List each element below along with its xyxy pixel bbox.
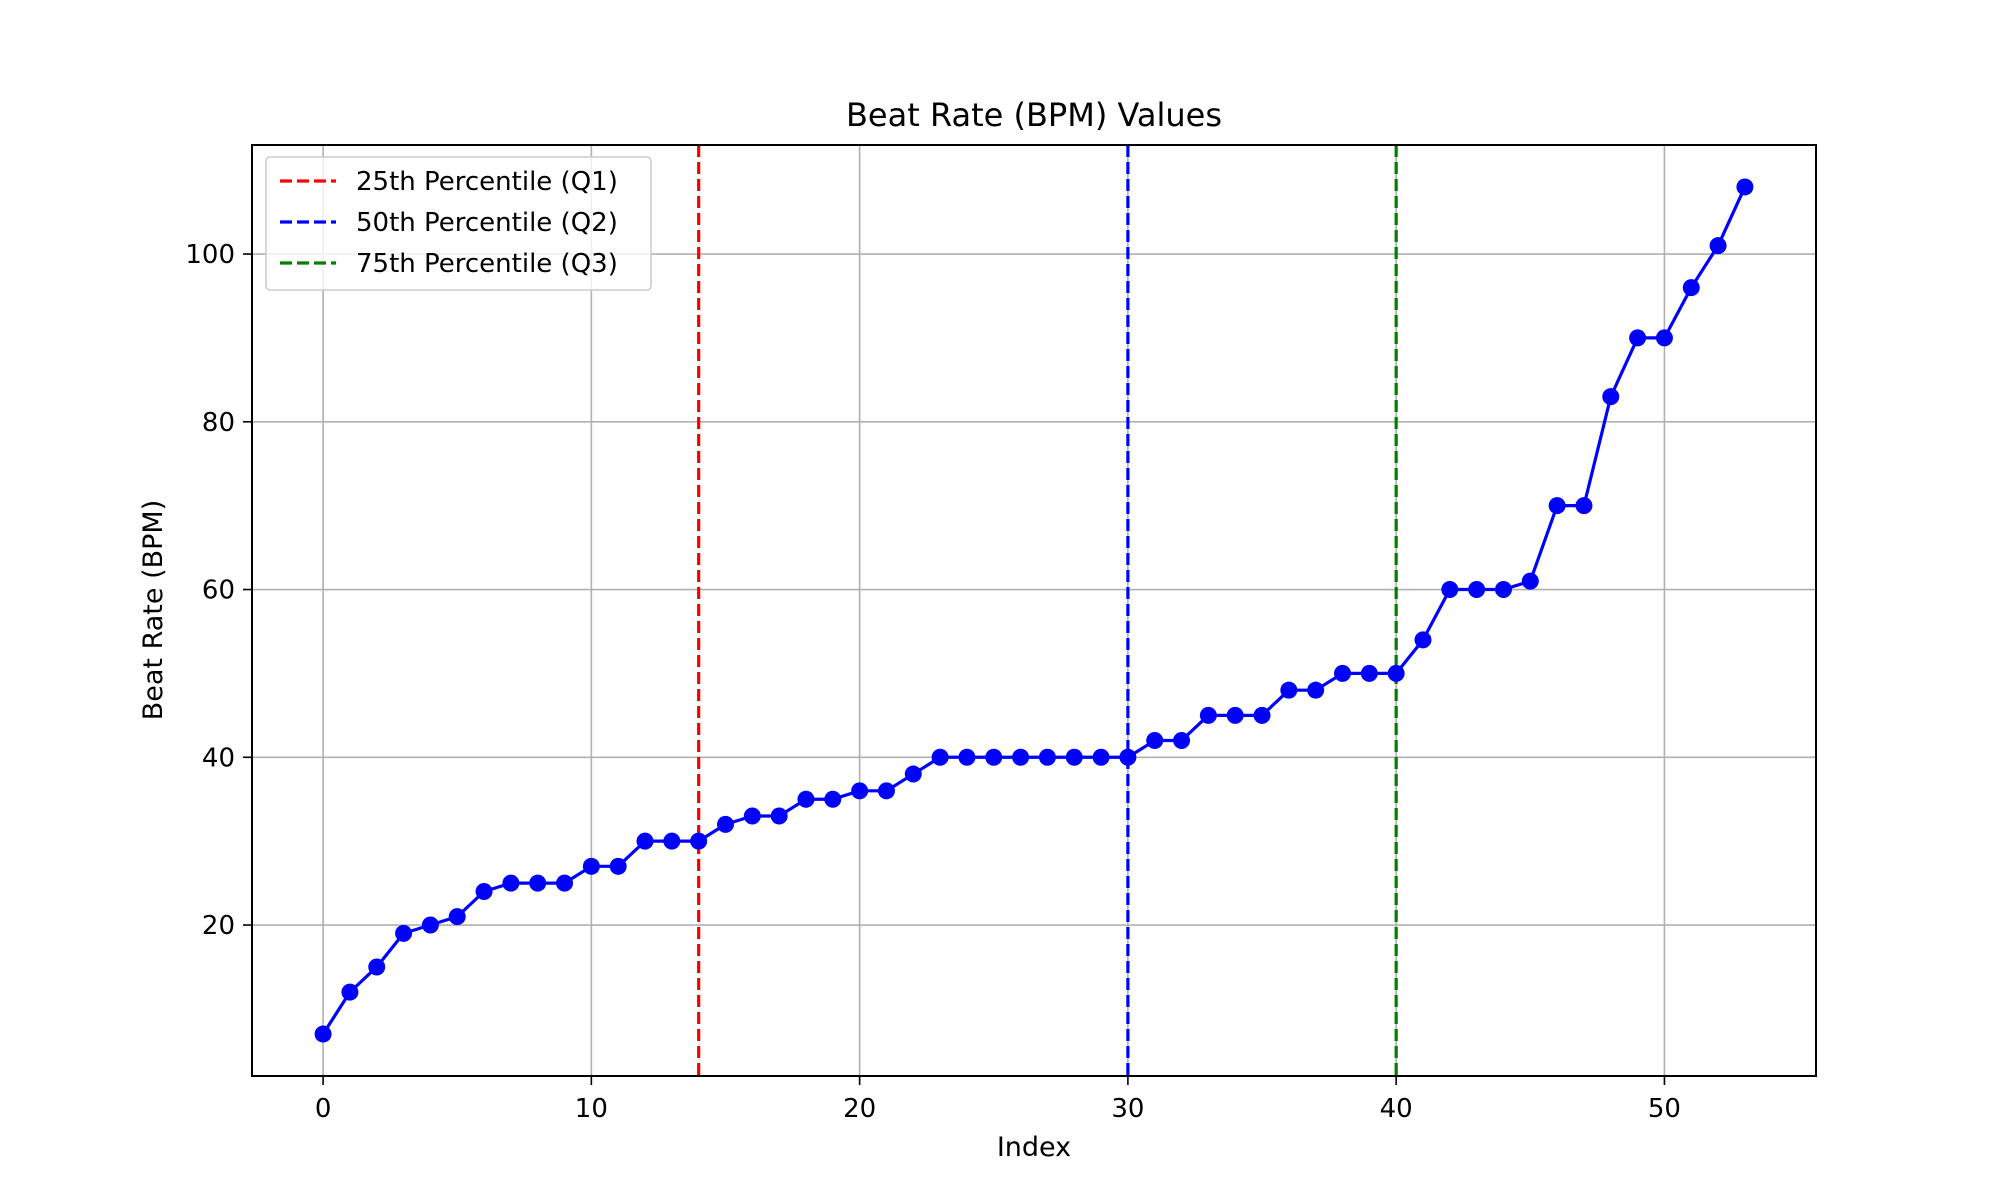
data-point <box>1065 748 1083 766</box>
data-point <box>1575 497 1593 515</box>
data-point <box>1521 572 1539 590</box>
data-point <box>1334 664 1352 682</box>
data-point <box>1226 706 1244 724</box>
data-point <box>1012 748 1030 766</box>
data-point <box>958 748 976 766</box>
data-point <box>1199 706 1217 724</box>
data-point <box>475 882 493 900</box>
data-point <box>743 807 761 825</box>
x-tick-label: 30 <box>1111 1094 1144 1124</box>
data-point <box>529 874 547 892</box>
data-point <box>1682 279 1700 297</box>
data-point <box>877 782 895 800</box>
data-point <box>1709 237 1727 255</box>
data-point <box>341 983 359 1001</box>
y-tick-label: 40 <box>202 743 235 773</box>
data-point <box>368 958 386 976</box>
data-point <box>1038 748 1056 766</box>
data-point <box>770 807 788 825</box>
data-point <box>1629 329 1647 347</box>
data-point <box>1494 581 1512 599</box>
legend-label: 25th Percentile (Q1) <box>356 167 618 197</box>
data-point <box>1548 497 1566 515</box>
data-point <box>1602 388 1620 406</box>
x-axis-ticks: 0 10 20 30 40 50 <box>315 1076 1681 1124</box>
data-point <box>395 924 413 942</box>
data-point <box>1253 706 1271 724</box>
legend-label: 50th Percentile (Q2) <box>356 208 618 238</box>
y-tick-label: 80 <box>202 408 235 438</box>
data-point <box>931 748 949 766</box>
data-point <box>663 832 681 850</box>
y-axis-ticks: 20 40 60 80 100 <box>185 240 252 941</box>
y-axis-label: Beat Rate (BPM) <box>138 500 169 721</box>
data-point <box>1655 329 1673 347</box>
data-point <box>636 832 654 850</box>
x-tick-label: 10 <box>575 1094 608 1124</box>
data-point <box>421 916 439 934</box>
y-tick-label: 60 <box>202 576 235 606</box>
data-point <box>1280 681 1298 699</box>
data-point <box>690 832 708 850</box>
percentile-lines <box>697 145 1398 1076</box>
data-point <box>1441 581 1459 599</box>
legend-label: 75th Percentile (Q3) <box>356 249 618 279</box>
data-point <box>1146 732 1164 749</box>
data-series <box>314 178 1754 1043</box>
data-point <box>556 874 574 892</box>
data-point <box>716 815 734 833</box>
data-point <box>1119 748 1137 766</box>
data-point <box>824 790 842 808</box>
data-point <box>1092 748 1110 766</box>
grid <box>252 145 1816 1076</box>
data-point <box>851 782 869 800</box>
data-point <box>502 874 520 892</box>
data-point <box>582 857 600 875</box>
data-point <box>314 1025 332 1043</box>
data-point <box>1387 664 1405 682</box>
data-point <box>1414 631 1432 649</box>
data-point <box>797 790 815 808</box>
data-point <box>609 857 627 875</box>
data-point <box>1468 581 1486 599</box>
data-point <box>1360 664 1378 682</box>
data-point <box>448 908 466 926</box>
x-axis-label: Index <box>997 1132 1071 1163</box>
x-tick-label: 0 <box>315 1094 332 1124</box>
x-tick-label: 50 <box>1648 1094 1681 1124</box>
plot-area-frame <box>251 144 1817 1077</box>
data-point <box>985 748 1003 766</box>
legend: 25th Percentile (Q1) 50th Percentile (Q2)… <box>265 156 652 291</box>
x-tick-label: 40 <box>1380 1094 1413 1124</box>
legend-box <box>265 156 652 291</box>
x-tick-label: 20 <box>843 1094 876 1124</box>
y-tick-label: 20 <box>202 911 235 941</box>
data-point <box>1173 732 1191 749</box>
chart-title: Beat Rate (BPM) Values <box>846 96 1222 134</box>
data-point <box>904 765 922 783</box>
y-tick-label: 100 <box>185 240 235 270</box>
data-point <box>1736 178 1754 196</box>
data-point <box>1307 681 1325 699</box>
